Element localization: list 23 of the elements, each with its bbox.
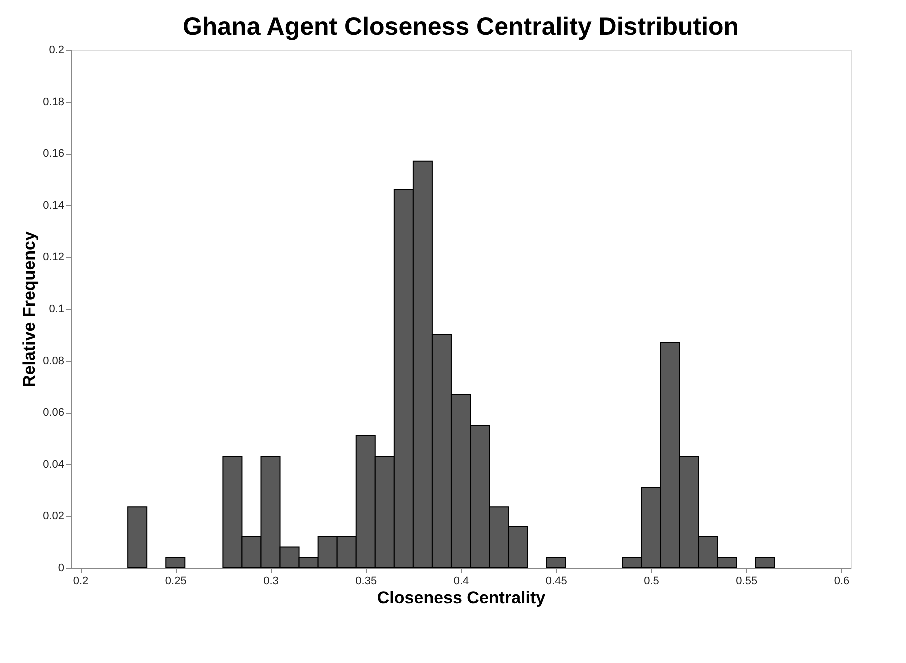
y-tick-label: 0.06 [43,407,64,420]
y-tick-label: 0.1 [49,304,64,316]
y-tick-label: 0.14 [43,200,64,212]
y-tick-label: 0.16 [43,148,64,160]
y-tick-label: 0 [58,562,64,574]
y-tick-label: 0.2 [49,44,64,56]
x-tick-label: 0.4 [454,576,470,588]
y-tick-label: 0.08 [43,355,64,368]
x-tick-label: 0.45 [546,576,568,588]
y-tick-label: 0.04 [43,458,64,471]
y-tick-label: 0.02 [43,510,64,523]
y-tick-label: 0.12 [43,252,64,264]
chart-title: Ghana Agent Closeness Centrality Distribution [182,13,740,41]
x-tick-label: 0.6 [834,576,850,588]
x-tick-label: 0.3 [264,576,279,588]
y-axis-title: Relative Frequency [20,231,40,388]
x-tick-label: 0.25 [165,576,187,588]
x-tick-label: 0.2 [73,576,89,588]
x-axis-title: Closeness Centrality [377,588,546,608]
x-tick-label: 0.55 [736,576,758,588]
y-tick-label: 0.18 [43,96,64,108]
x-tick-label: 0.5 [644,576,660,588]
x-tick-label: 0.35 [356,576,378,588]
